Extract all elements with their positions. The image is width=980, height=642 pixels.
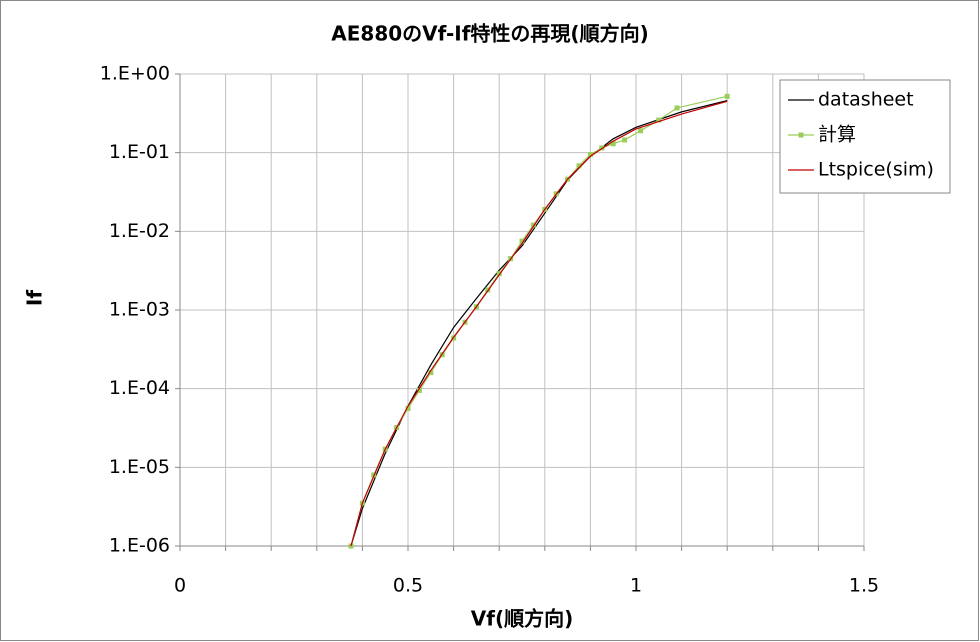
series-line	[350, 100, 728, 547]
x-tick-label: 1	[630, 575, 642, 597]
x-axis-label: Vf(順方向)	[471, 607, 573, 631]
data-point	[576, 163, 582, 169]
data-point	[405, 405, 411, 411]
legend-label: Ltspice(sim)	[818, 159, 934, 181]
y-tick-label: 1.E-05	[109, 456, 170, 478]
chart-title: AE880のVf-If特性の再現(順方向)	[331, 22, 648, 46]
y-tick-label: 1.E-06	[109, 535, 170, 557]
data-point	[610, 141, 616, 147]
x-tick-label: 0	[174, 575, 186, 597]
x-tick-label: 1.5	[849, 575, 879, 597]
data-point	[587, 151, 593, 157]
legend-marker	[798, 132, 804, 138]
y-tick-label: 1.E-01	[109, 141, 170, 163]
y-tick-label: 1.E-02	[109, 220, 170, 242]
data-point	[599, 145, 605, 151]
data-point	[428, 370, 434, 376]
data-point	[416, 387, 422, 393]
data-point	[530, 222, 536, 228]
data-point	[638, 128, 644, 134]
y-tick-label: 1.E-03	[109, 299, 170, 321]
data-point	[656, 117, 662, 123]
x-tick-label: 0.5	[393, 575, 423, 597]
legend-box	[779, 79, 951, 194]
data-point	[622, 137, 628, 143]
y-tick-label: 1.E-04	[109, 377, 170, 399]
y-axis-label: If	[23, 290, 47, 306]
legend-label: 計算	[818, 124, 856, 146]
legend-label: datasheet	[818, 89, 914, 111]
data-point	[674, 105, 680, 111]
data-point	[496, 271, 502, 277]
data-point	[724, 93, 730, 99]
y-tick-label: 1.E+00	[100, 63, 170, 85]
data-point	[519, 238, 525, 244]
